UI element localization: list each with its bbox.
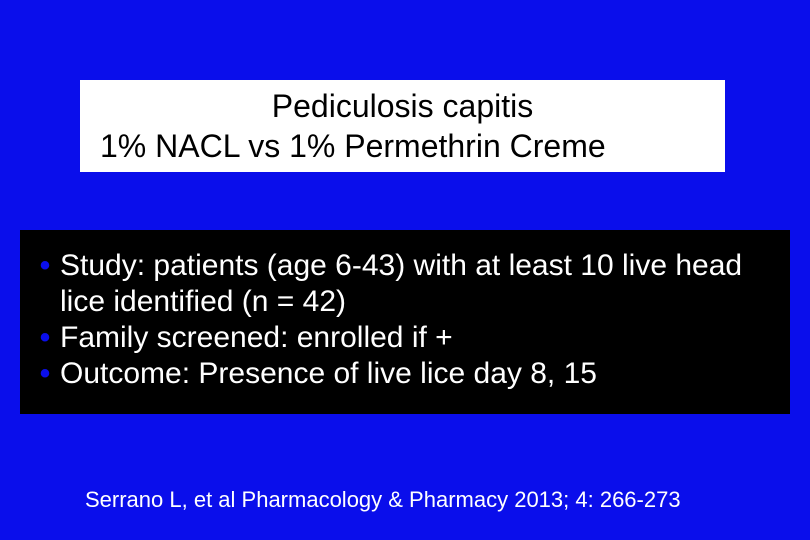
bullet-icon: • bbox=[30, 356, 60, 392]
bullet-icon: • bbox=[30, 320, 60, 356]
bullet-text: Outcome: Presence of live lice day 8, 15 bbox=[60, 356, 780, 392]
title-line-1: Pediculosis capitis bbox=[84, 86, 721, 126]
bullet-icon: • bbox=[30, 248, 60, 284]
bullet-item: • Study: patients (age 6-43) with at lea… bbox=[30, 248, 780, 320]
bullet-item: • Outcome: Presence of live lice day 8, … bbox=[30, 356, 780, 392]
body-box: • Study: patients (age 6-43) with at lea… bbox=[20, 230, 790, 414]
title-box: Pediculosis capitis 1% NACL vs 1% Permet… bbox=[80, 80, 725, 172]
bullet-item: • Family screened: enrolled if + bbox=[30, 320, 780, 356]
bullet-text: Study: patients (age 6-43) with at least… bbox=[60, 248, 780, 320]
citation-text: Serrano L, et al Pharmacology & Pharmacy… bbox=[85, 487, 681, 513]
title-line-2: 1% NACL vs 1% Permethrin Creme bbox=[84, 126, 721, 166]
bullet-text: Family screened: enrolled if + bbox=[60, 320, 780, 356]
